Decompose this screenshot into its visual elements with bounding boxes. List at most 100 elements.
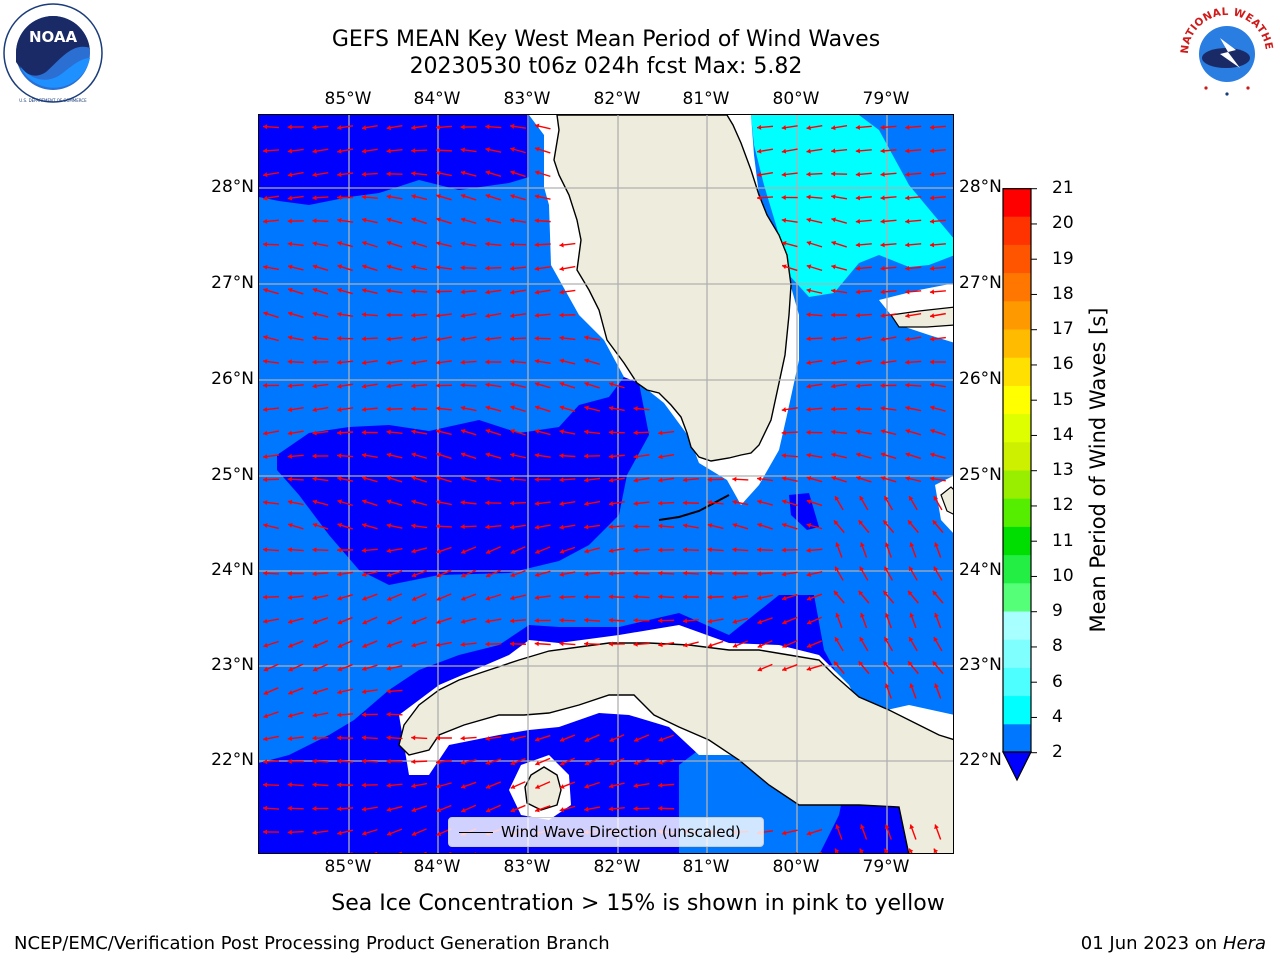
wave-direction-arrowhead: [435, 735, 440, 741]
wave-direction-arrowhead: [386, 217, 392, 223]
wave-direction-arrowhead: [337, 522, 343, 528]
lat-label-left: 26°N: [211, 369, 254, 389]
wave-direction-arrowhead: [460, 641, 465, 647]
wave-direction-arrowhead: [732, 547, 737, 553]
wave-direction-arrowhead: [534, 618, 539, 624]
wave-direction-arrowhead: [361, 806, 367, 812]
wave-direction-arrowhead: [781, 217, 787, 223]
wave-direction-arrowhead: [337, 689, 342, 695]
wave-direction-arrowhead: [510, 170, 515, 176]
wave-direction-arrowhead: [880, 452, 886, 458]
wave-direction-arrowhead: [559, 641, 564, 647]
wave-direction-arrowhead: [584, 429, 589, 435]
wave-direction-arrowhead: [436, 452, 441, 458]
wave-direction-arrowhead: [834, 848, 840, 853]
wave-direction-arrowhead: [932, 661, 938, 667]
wave-direction-arrowhead: [908, 590, 913, 596]
wave-direction-arrowhead: [436, 642, 441, 648]
wave-direction-arrowhead: [535, 572, 540, 578]
field-below-2-north: [259, 115, 529, 205]
wave-direction-arrowhead: [510, 807, 516, 813]
wave-direction-arrowhead: [806, 429, 811, 435]
wind-wave-direction-arrows: [262, 123, 946, 854]
wave-direction-arrowhead: [436, 475, 441, 481]
wave-direction-arrowhead: [806, 336, 811, 342]
wave-direction-arrowhead: [781, 430, 786, 436]
wave-direction-arrowhead: [535, 853, 539, 854]
wave-direction-arrowhead: [559, 501, 564, 507]
wave-direction-arrowhead: [833, 661, 839, 667]
wave-direction-arrowhead: [263, 853, 267, 854]
wave-direction-arrowhead: [807, 643, 812, 648]
wave-direction-arrowhead: [559, 594, 564, 600]
wave-direction-arrowhead: [905, 452, 911, 458]
wave-direction-arrowhead: [510, 572, 516, 578]
wave-direction-arrowhead: [312, 619, 318, 625]
wave-direction-arrowhead: [534, 218, 539, 224]
wave-direction-arrowhead: [929, 242, 935, 248]
wave-direction-arrowhead: [510, 336, 515, 342]
wave-direction-arrowhead: [757, 571, 762, 577]
wave-direction-arrowhead: [386, 336, 391, 342]
wave-direction-arrowhead: [859, 566, 864, 572]
wave-direction-arrowhead: [460, 452, 466, 458]
colorbar-segment: [1003, 639, 1031, 668]
wave-direction-arrowhead: [510, 405, 515, 411]
wave-direction-arrowhead: [855, 218, 861, 224]
wave-direction-arrowhead: [337, 383, 342, 389]
wave-direction-arrowhead: [880, 383, 885, 389]
wave-direction-arrowhead: [485, 313, 490, 319]
wave-direction-arrowhead: [806, 288, 812, 294]
wave-direction-arrowhead: [263, 829, 268, 835]
wave-direction-arrowhead: [337, 712, 342, 718]
wave-direction-arrowhead: [263, 594, 268, 600]
wave-direction-arrowhead: [386, 499, 392, 505]
wave-direction-arrowhead: [312, 359, 317, 365]
wave-direction-arrowhead: [411, 452, 417, 458]
wave-direction-arrowhead: [682, 547, 687, 553]
wave-direction-arrowhead: [361, 336, 366, 342]
wave-direction-arrow: [771, 852, 773, 853]
credit-line: NCEP/EMC/Verification Post Processing Pr…: [14, 933, 610, 954]
wave-direction-arrowhead: [732, 499, 737, 505]
wave-direction-arrowhead: [559, 548, 565, 554]
wave-direction-arrowhead: [460, 476, 466, 481]
wave-direction-arrowhead: [361, 194, 367, 200]
wave-direction-arrowhead: [361, 712, 366, 718]
wave-direction-arrowhead: [411, 312, 416, 318]
wave-direction-arrowhead: [312, 148, 317, 154]
wave-direction-arrowhead: [435, 523, 441, 529]
wave-direction-arrowhead: [263, 713, 269, 719]
wave-direction-arrowhead: [608, 806, 614, 812]
wave-direction-arrowhead: [263, 124, 268, 130]
wave-direction-arrowhead: [833, 590, 839, 596]
colorbar-tick-label: 10: [1052, 565, 1074, 586]
wave-direction-arrowhead: [855, 406, 860, 412]
generated-date: 01 Jun 2023 on Hera: [1081, 933, 1266, 955]
chart-title: GEFS MEAN Key West Mean Period of Wind W…: [331, 27, 881, 52]
wave-direction-arrowhead: [682, 618, 688, 624]
lat-label-left: 27°N: [211, 273, 254, 293]
wave-direction-arrowhead: [510, 289, 515, 295]
wave-direction-arrowhead: [909, 496, 914, 501]
wave-direction-arrowhead: [855, 336, 861, 342]
wave-direction-arrowhead: [337, 499, 343, 505]
wave-direction-arrowhead: [263, 241, 268, 247]
wave-direction-arrowhead: [905, 124, 910, 130]
wave-direction-arrowhead: [288, 690, 293, 695]
wave-direction-arrowhead: [732, 595, 737, 600]
wave-direction-arrowhead: [732, 570, 737, 576]
wave-direction-arrowhead: [858, 661, 864, 667]
colorbar-tick-label: 21: [1052, 178, 1074, 198]
wave-direction-arrowhead: [806, 360, 811, 366]
host-name: Hera: [1222, 933, 1266, 954]
lon-label-bottom: 82°W: [593, 857, 641, 877]
wave-direction-arrowhead: [337, 171, 342, 177]
wave-direction-arrowhead: [386, 572, 392, 578]
wave-direction-arrowhead: [263, 523, 268, 528]
graticule: [259, 115, 953, 853]
wave-direction-arrowhead: [263, 690, 269, 695]
land-cuba: [398, 642, 953, 853]
wave-direction-arrowhead: [313, 643, 318, 648]
chart-subtitle: 20230530 t06z 024h fcst Max: 5.82: [409, 54, 803, 79]
